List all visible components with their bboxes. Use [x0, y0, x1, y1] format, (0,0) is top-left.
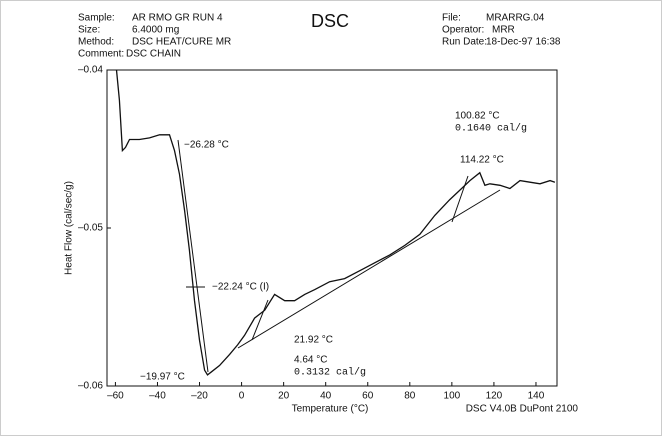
header: AR RMO GR RUN 4	[132, 13, 223, 24]
x-axis-label: Temperature (°C)	[292, 404, 369, 415]
header: Size:	[78, 25, 100, 36]
annotation: −19.97 °C	[140, 372, 185, 383]
annotation: 0.1640 cal/g	[455, 123, 527, 135]
x-tick-label: 100	[444, 391, 461, 402]
annotation: 114.22 °C	[460, 155, 504, 166]
x-tick-label: –60	[107, 391, 124, 402]
header: Sample:	[78, 13, 115, 24]
x-tick-label: 0	[239, 391, 245, 402]
annotation: 4.64 °C	[294, 355, 327, 366]
header: DSC HEAT/CURE MR	[132, 37, 231, 48]
header: Comment:	[78, 49, 124, 60]
footer: DSC V4.0B DuPont 2100	[466, 404, 579, 415]
x-tick-label: 80	[404, 391, 416, 402]
x-tick-label: 40	[320, 391, 332, 402]
x-tick-label: 120	[486, 391, 503, 402]
header: MRR	[492, 25, 515, 36]
y-tick-label: –0.04	[78, 65, 103, 76]
y-tick-label: –0.06	[78, 381, 103, 392]
annotation: 100.82 °C	[455, 111, 500, 122]
x-tick-label: –20	[191, 391, 208, 402]
annotation: −22.24 °C (I)	[212, 282, 269, 293]
header: 18-Dec-97 16:38	[486, 37, 561, 48]
header: File:	[442, 13, 461, 24]
y-axis-label: Heat Flow (cal/sec/g)	[64, 181, 75, 275]
header: Method:	[78, 37, 114, 48]
chart-title: DSC	[311, 11, 349, 31]
tangents	[177, 139, 501, 373]
annotation: 21.92 °C	[294, 335, 333, 346]
x-tick-label: 140	[528, 391, 545, 402]
annotation: −26.28 °C	[184, 140, 229, 151]
x-tick-label: –40	[149, 391, 166, 402]
header: MRARRG.04	[486, 13, 545, 24]
y-tick-label: –0.05	[78, 223, 103, 234]
header: DSC CHAIN	[126, 49, 181, 60]
header: Operator:	[442, 25, 484, 36]
x-tick-label: 20	[278, 391, 290, 402]
header: 6.4000 mg	[132, 25, 179, 36]
annotation: 0.3132 cal/g	[294, 367, 366, 379]
x-tick-label: 60	[362, 391, 374, 402]
curve	[115, 69, 556, 376]
header: Run Date:	[442, 37, 487, 48]
